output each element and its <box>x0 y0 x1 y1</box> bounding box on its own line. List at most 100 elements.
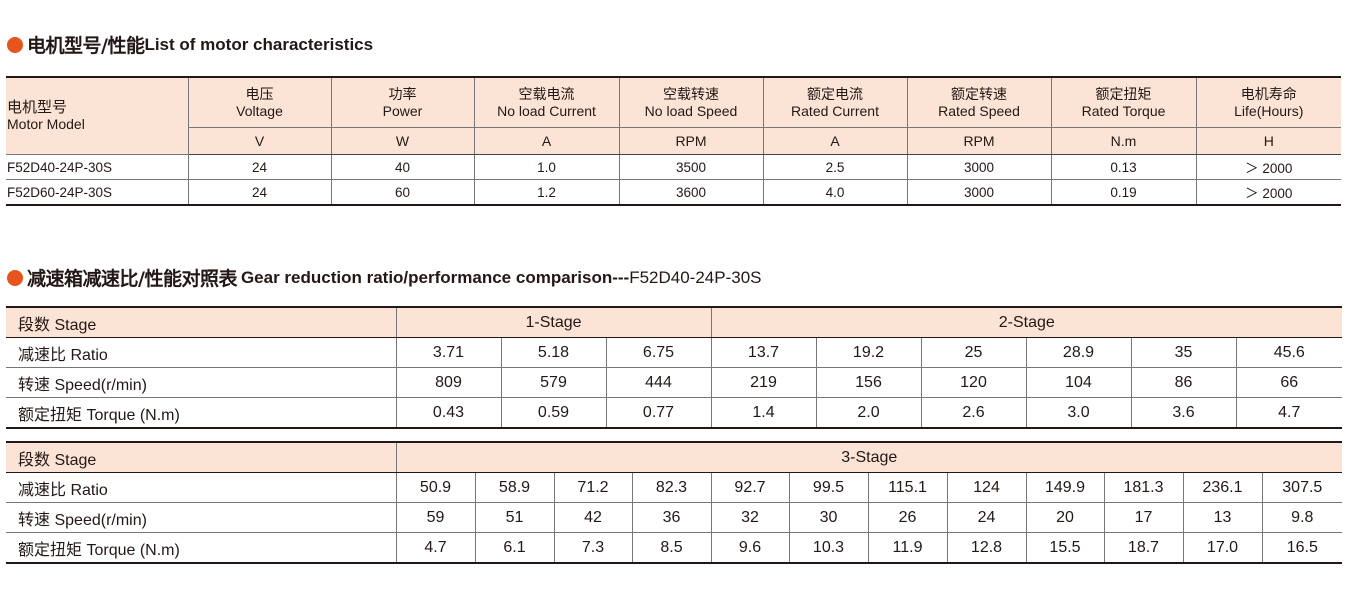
speed-cell: 120 <box>921 367 1027 398</box>
section-title-model: F52D40-24P-30S <box>629 267 762 287</box>
row-label-cn: 转速 <box>18 509 51 529</box>
ratio-cell: 35 <box>1131 337 1237 368</box>
ratio-cell: 236.1 <box>1183 472 1263 503</box>
column-header-cn: 空载转速 <box>663 85 719 102</box>
torque-cell: 4.7 <box>396 532 476 563</box>
unit-cell: W <box>331 127 475 155</box>
ratio-cell: 13.7 <box>711 337 817 368</box>
ratio-cell: 307.5 <box>1262 472 1343 503</box>
row-label-en: Speed(r/min) <box>54 376 147 394</box>
torque-cell: 0.43 <box>396 397 502 428</box>
speed-cell: 104 <box>1026 367 1132 398</box>
unit-cell: A <box>474 127 620 155</box>
column-header-en: Rated Torque <box>1081 102 1166 119</box>
row-label-cn: 段数 <box>18 314 51 334</box>
model-cell: F52D40-24P-30S <box>6 154 189 180</box>
speed-cell: 42 <box>554 502 633 533</box>
speed-cell: 36 <box>632 502 712 533</box>
value-cell: 3000 <box>907 154 1052 180</box>
torque-cell: 7.3 <box>554 532 633 563</box>
column-header-cn: 电压 <box>245 85 274 102</box>
column-header-en: No load Current <box>497 102 596 119</box>
row-label-en: Torque (N.m) <box>86 541 180 559</box>
speed-cell: 20 <box>1026 502 1105 533</box>
stage-label: 1-Stage <box>396 307 712 338</box>
ratio-cell: 181.3 <box>1104 472 1184 503</box>
ratio-row: 减速比 Ratio 50.9 58.9 71.2 82.3 92.7 99.5 … <box>6 472 1343 503</box>
torque-cell: 17.0 <box>1183 532 1263 563</box>
speed-cell: 444 <box>606 367 712 398</box>
torque-row: 额定扭矩 Torque (N.m) 4.7 6.1 7.3 8.5 9.6 10… <box>6 532 1342 563</box>
row-label: 减速比 Ratio <box>6 472 397 503</box>
speed-cell: 51 <box>475 502 555 533</box>
speed-cell: 86 <box>1131 367 1237 398</box>
speed-cell: 32 <box>711 502 790 533</box>
motor-unit-row: V W A RPM A RPM N.m H <box>6 127 1341 155</box>
column-header: 空载电流 No load Current <box>474 77 620 128</box>
ratio-cell: 5.18 <box>501 337 607 368</box>
torque-cell: 11.9 <box>868 532 948 563</box>
torque-row: 额定扭矩 Torque (N.m) 0.43 0.59 0.77 1.4 2.0… <box>6 397 1342 428</box>
stage-row: 段数 Stage 3-Stage <box>6 442 1343 473</box>
column-header: 额定扭矩 Rated Torque <box>1051 77 1197 128</box>
speed-cell: 9.8 <box>1262 502 1343 533</box>
value-cell: 24 <box>188 179 332 205</box>
unit-cell: N.m <box>1051 127 1197 155</box>
ratio-cell: 3.71 <box>396 337 502 368</box>
gear-ratio-table-stage-1-2: 段数 Stage 1-Stage 2-Stage 减速比 Ratio 3.71 … <box>6 306 1343 429</box>
value-cell: 1.0 <box>474 154 620 180</box>
value-cell: 60 <box>331 179 475 205</box>
column-header: 电压 Voltage <box>188 77 332 128</box>
column-header-en: Rated Speed <box>938 102 1020 119</box>
column-header-en: Voltage <box>236 102 283 119</box>
speed-cell: 156 <box>816 367 922 398</box>
row-label-cn: 转速 <box>18 374 51 394</box>
bullet-dot-icon <box>7 269 23 286</box>
stage-label: 3-Stage <box>396 442 1343 473</box>
column-header: 额定电流 Rated Current <box>763 77 908 128</box>
section-title-en: Gear reduction ratio/performance compari… <box>240 267 630 287</box>
row-label: 额定扭矩 Torque (N.m) <box>6 397 397 428</box>
section-title-cn: 电机型号/性能 <box>27 35 145 57</box>
ratio-cell: 71.2 <box>554 472 633 503</box>
ratio-cell: 92.7 <box>711 472 790 503</box>
torque-cell: 3.0 <box>1026 397 1132 428</box>
column-header-en: Rated Current <box>791 102 879 119</box>
ratio-cell: 149.9 <box>1026 472 1105 503</box>
column-header-cn: 额定电流 <box>807 85 863 102</box>
speed-cell: 809 <box>396 367 502 398</box>
value-cell: 0.13 <box>1051 154 1197 180</box>
value-cell: ＞ 2000 <box>1196 179 1341 205</box>
torque-cell: 8.5 <box>632 532 712 563</box>
table-row: F52D40-24P-30S 24 40 1.0 3500 2.5 3000 0… <box>6 154 1341 180</box>
row-label: 段数 Stage <box>6 442 397 473</box>
row-label-en: Ratio <box>70 346 108 364</box>
column-header-cn: 额定扭矩 <box>1095 85 1152 102</box>
torque-cell: 6.1 <box>475 532 555 563</box>
speed-cell: 30 <box>789 502 869 533</box>
ratio-cell: 99.5 <box>789 472 869 503</box>
ratio-cell: 50.9 <box>396 472 476 503</box>
value-cell: 1.2 <box>474 179 620 205</box>
stage-row: 段数 Stage 1-Stage 2-Stage <box>6 307 1343 338</box>
stage-label: 2-Stage <box>711 307 1343 338</box>
row-label: 额定扭矩 Torque (N.m) <box>6 532 397 563</box>
speed-cell: 13 <box>1183 502 1263 533</box>
column-header-cn: 空载电流 <box>518 85 575 102</box>
bullet-dot-icon <box>7 36 23 53</box>
ratio-cell: 28.9 <box>1026 337 1132 368</box>
torque-cell: 1.4 <box>711 397 817 428</box>
torque-cell: 9.6 <box>711 532 790 563</box>
row-label-cn: 减速比 <box>18 344 67 364</box>
row-label: 段数 Stage <box>6 307 397 338</box>
unit-cell: H <box>1196 127 1341 155</box>
torque-cell: 3.6 <box>1131 397 1237 428</box>
column-header: 空载转速 No load Speed <box>619 77 764 128</box>
ratio-cell: 6.75 <box>606 337 712 368</box>
model-header-en: Motor Model <box>7 116 85 132</box>
gear-ratio-table-stage-3: 段数 Stage 3-Stage 减速比 Ratio 50.9 58.9 71.… <box>6 441 1343 564</box>
value-cell: 2.5 <box>763 154 908 180</box>
speed-cell: 26 <box>868 502 948 533</box>
torque-cell: 4.7 <box>1278 403 1301 421</box>
section-title-en: List of motor characteristics <box>144 34 374 54</box>
